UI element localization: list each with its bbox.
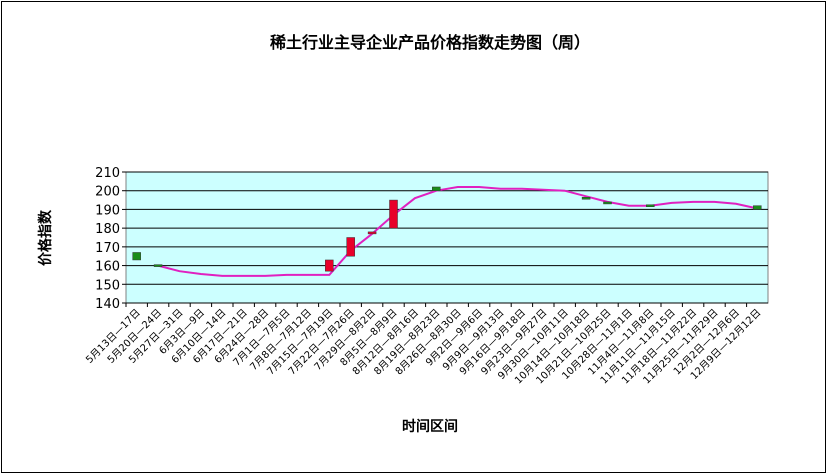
y-tick-label: 160 xyxy=(95,260,120,275)
candle xyxy=(389,199,398,229)
y-tick-label: 180 xyxy=(95,222,120,237)
y-tick-label: 140 xyxy=(95,297,120,312)
y-tick-label: 150 xyxy=(95,278,120,293)
candle xyxy=(646,204,655,207)
plot-area xyxy=(125,171,769,304)
y-tick-label: 210 xyxy=(95,166,120,181)
price-line xyxy=(157,186,758,277)
candle xyxy=(603,201,612,205)
x-axis-title: 时间区间 xyxy=(402,418,458,435)
y-tick-label: 170 xyxy=(95,241,120,256)
y-tick-label: 200 xyxy=(95,185,120,200)
y-axis-title: 价格指数 xyxy=(37,209,54,266)
candle xyxy=(346,237,355,257)
chart-title: 稀土行业主导企业产品价格指数走势图（周） xyxy=(270,33,590,52)
candle xyxy=(581,197,591,200)
candle xyxy=(753,205,762,210)
y-tick-label: 190 xyxy=(95,203,120,218)
candle xyxy=(367,231,377,235)
candle xyxy=(132,252,141,261)
candle xyxy=(325,259,334,272)
candle xyxy=(153,264,163,267)
candle xyxy=(432,186,441,191)
